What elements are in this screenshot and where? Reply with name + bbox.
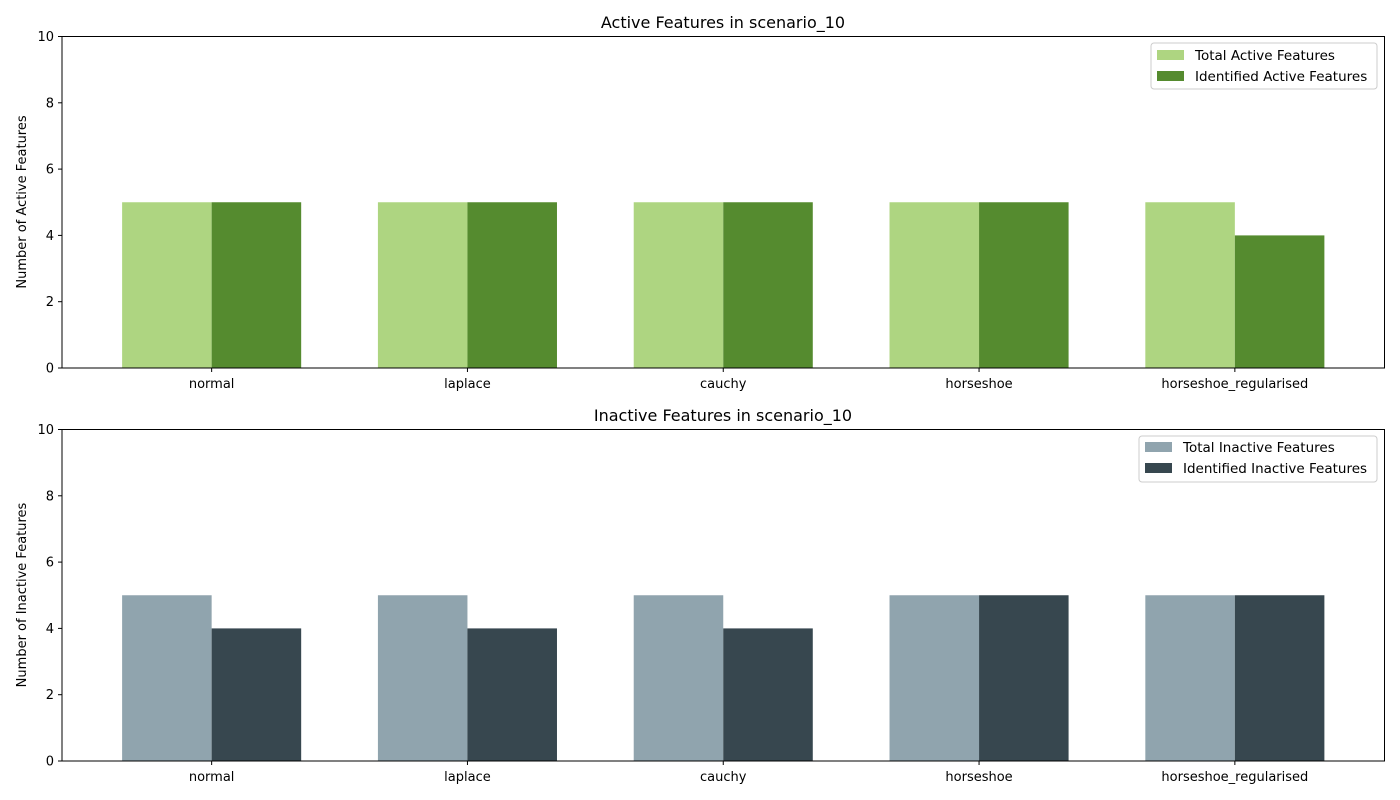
y-tick-label: 4 [46,229,54,244]
y-tick-label: 0 [46,362,54,377]
bar-identified-inactive-features-normal [211,628,302,761]
legend-label-total-active: Total Active Features [1194,48,1335,64]
legend: Total Active Features Identified Active … [1150,42,1378,90]
chart-title: Active Features in scenario_10 [601,13,845,33]
y-tick-label: 0 [46,755,54,770]
bar-identified-active-features-horseshoe-regularised [1234,235,1325,368]
legend-swatch-identified-active [1157,71,1184,81]
legend-label-identified-active: Identified Active Features [1195,69,1367,85]
chart-title: Inactive Features in scenario_10 [594,406,852,426]
x-axis: normal laplace cauchy horseshoe horseshoe_re… [189,368,1308,392]
y-tick-label: 10 [37,30,54,45]
bar-total-active-features-cauchy [633,202,724,368]
bars-layer [122,202,1325,368]
plot-frame [61,429,1385,762]
y-tick-label: 8 [46,96,54,111]
y-tick-label: 10 [37,423,54,438]
x-tick-label: horseshoe_regularised [1161,770,1308,785]
bar-identified-inactive-features-cauchy [723,628,813,761]
x-tick-label: cauchy [700,377,747,392]
bar-total-inactive-features-horseshoe-regularised [1145,595,1235,761]
bar-total-inactive-features-normal [122,595,212,761]
y-axis-label: Number of Inactive Features [15,502,30,687]
inactive-features-panel: Inactive Features in scenario_10 Number … [15,406,1385,785]
plot-frame [61,36,1385,369]
y-tick-label: 4 [46,622,54,637]
x-tick-label: cauchy [700,770,747,785]
bar-identified-inactive-features-laplace [467,628,557,761]
bar-total-inactive-features-horseshoe [889,595,980,761]
x-tick-label: laplace [444,770,491,785]
bar-identified-active-features-cauchy [723,202,813,368]
y-axis: 0 2 4 6 8 10 [37,423,62,770]
x-tick-label: horseshoe [945,770,1012,785]
legend-swatch-identified-inactive [1145,463,1172,473]
bar-identified-active-features-horseshoe [979,202,1069,368]
legend-frame [1138,435,1378,483]
x-tick-label: normal [189,377,235,392]
bar-identified-active-features-laplace [467,202,557,368]
bar-identified-active-features-normal [211,202,302,368]
x-tick-label: horseshoe_regularised [1161,377,1308,392]
legend-label-identified-inactive: Identified Inactive Features [1183,461,1367,477]
y-tick-label: 2 [46,688,54,703]
bar-total-inactive-features-laplace [377,595,468,761]
x-tick-label: laplace [444,377,491,392]
bar-total-inactive-features-cauchy [633,595,724,761]
bar-total-active-features-horseshoe [889,202,980,368]
y-axis: 0 2 4 6 8 10 [37,30,62,377]
bar-total-active-features-normal [122,202,212,368]
bar-total-active-features-horseshoe-regularised [1145,202,1235,368]
bar-identified-inactive-features-horseshoe [979,595,1069,761]
y-tick-label: 6 [46,163,54,178]
x-tick-label: horseshoe [945,377,1012,392]
y-tick-label: 2 [46,295,54,310]
legend-swatch-total-active [1157,50,1184,60]
bars-layer [122,595,1325,761]
y-axis-label: Number of Active Features [15,115,30,288]
legend: Total Inactive Features Identified Inact… [1138,435,1378,483]
active-features-panel: Active Features in scenario_10 Number of… [15,13,1385,392]
legend-swatch-total-inactive [1145,442,1172,452]
x-tick-label: normal [189,770,235,785]
bar-identified-inactive-features-horseshoe-regularised [1234,595,1325,761]
legend-label-total-inactive: Total Inactive Features [1182,440,1335,456]
legend-frame [1150,42,1378,90]
x-axis: normal laplace cauchy horseshoe horseshoe_re… [189,761,1308,785]
y-tick-label: 8 [46,489,54,504]
y-tick-label: 6 [46,556,54,571]
bar-total-active-features-laplace [377,202,468,368]
